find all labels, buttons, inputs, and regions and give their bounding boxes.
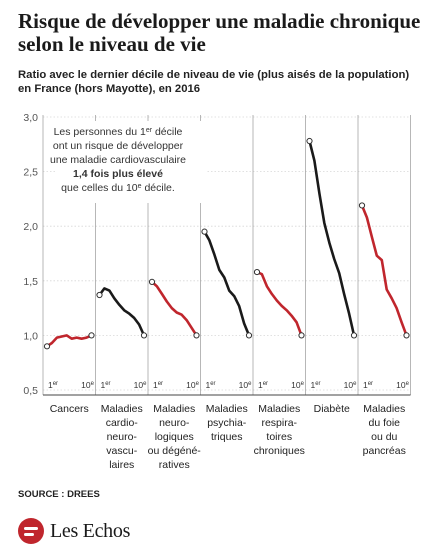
x-tick-label-last: 10e bbox=[291, 380, 304, 390]
subtitle-line-2: en France (hors Mayotte), en 2016 bbox=[18, 83, 201, 95]
x-tick-label-first: 1er bbox=[205, 380, 215, 390]
category-label: neuro- bbox=[107, 431, 138, 443]
category-label: ou dégéné- bbox=[148, 445, 202, 457]
x-tick-label-last: 10e bbox=[186, 380, 199, 390]
category-label: Maladies bbox=[153, 403, 195, 415]
x-tick-label-first: 1er bbox=[153, 380, 163, 390]
endpoint-marker bbox=[148, 278, 156, 285]
subtitle-line-1: Ratio avec le dernier décile de niveau d… bbox=[18, 69, 410, 81]
series-line bbox=[360, 204, 408, 337]
endpoint-marker bbox=[43, 343, 51, 350]
endpoint-marker bbox=[298, 332, 305, 339]
endpoint-marker bbox=[88, 332, 95, 339]
category-label: Maladies bbox=[363, 403, 405, 415]
y-tick-label: 1,5 bbox=[23, 276, 38, 288]
endpoint-marker bbox=[201, 228, 208, 235]
x-tick-label-last: 10e bbox=[134, 380, 147, 390]
category-label: Diabète bbox=[314, 403, 350, 415]
category-label: Maladies bbox=[258, 403, 300, 415]
endpoint-marker bbox=[245, 332, 253, 339]
annotation-background bbox=[56, 121, 206, 203]
annotation-text: que celles du 10e décile. bbox=[61, 182, 175, 194]
chart-subtitle: Ratio avec le dernier décile de niveau d… bbox=[18, 68, 438, 96]
series-line bbox=[255, 270, 303, 337]
category-label: ratives bbox=[159, 459, 190, 471]
category-label: Maladies bbox=[206, 403, 248, 415]
category-label: Cancers bbox=[50, 403, 89, 415]
logo-text: Les Echos bbox=[50, 519, 131, 542]
endpoint-marker bbox=[193, 332, 200, 339]
series-line bbox=[98, 287, 146, 337]
x-tick-label-last: 10e bbox=[239, 380, 252, 390]
endpoint-marker bbox=[306, 137, 313, 145]
annotation-text: ont un risque de développer bbox=[53, 140, 184, 152]
les-echos-logo-icon bbox=[18, 518, 44, 544]
x-tick-label-first: 1er bbox=[100, 380, 110, 390]
category-label: laires bbox=[109, 459, 134, 471]
x-tick-label-first: 1er bbox=[363, 380, 373, 390]
y-tick-label: 0,5 bbox=[23, 385, 38, 397]
x-tick-label-last: 10e bbox=[396, 380, 409, 390]
endpoint-marker bbox=[358, 202, 366, 209]
endpoint-marker bbox=[140, 332, 148, 339]
endpoint-marker bbox=[350, 332, 358, 339]
endpoint-marker bbox=[96, 291, 103, 299]
source-note: SOURCE : DREES bbox=[18, 489, 100, 500]
y-tick-label: 3,0 bbox=[23, 112, 38, 124]
y-tick-label: 2,0 bbox=[23, 221, 38, 233]
series-line bbox=[45, 334, 93, 348]
chart: 0,5 1,0 1,5 2,0 2,5 3,0 1er 10e Cancers 1er 10e Mal… bbox=[23, 112, 411, 471]
series-line bbox=[308, 139, 356, 337]
les-echos-logo: Les Echos bbox=[18, 518, 130, 544]
series-line bbox=[203, 230, 251, 337]
endpoint-marker bbox=[253, 268, 261, 276]
x-tick-label-last: 10e bbox=[81, 380, 94, 390]
category-label: toires bbox=[266, 431, 292, 443]
category-label: respira- bbox=[261, 417, 297, 429]
category-label: pancréas bbox=[363, 445, 406, 457]
category-label: vascu- bbox=[106, 445, 137, 457]
annotation-text: une maladie cardiovasculaire bbox=[50, 154, 186, 166]
category-label: triques bbox=[211, 431, 243, 443]
category-label: chroniques bbox=[254, 445, 305, 457]
x-tick-label-last: 10e bbox=[344, 380, 357, 390]
category-label: ou du bbox=[371, 431, 397, 443]
category-label: psychia- bbox=[207, 417, 247, 429]
category-label: cardio- bbox=[106, 417, 139, 429]
y-tick-label: 2,5 bbox=[23, 167, 38, 179]
chart-title: Risque de développer une maladie chroniq… bbox=[18, 9, 421, 56]
x-tick-label-first: 1er bbox=[258, 380, 268, 390]
endpoint-marker bbox=[403, 332, 410, 339]
annotation-text: Les personnes du 1er décile bbox=[54, 126, 183, 138]
category-label: neuro- bbox=[159, 417, 190, 429]
category-label: logiques bbox=[155, 431, 194, 443]
series-line bbox=[150, 280, 198, 337]
category-label: du foie bbox=[368, 417, 400, 429]
x-tick-label-first: 1er bbox=[310, 380, 320, 390]
y-tick-label: 1,0 bbox=[23, 330, 38, 342]
x-tick-label-first: 1er bbox=[48, 380, 58, 390]
category-label: Maladies bbox=[101, 403, 143, 415]
annotation-highlight: 1,4 fois plus élevé bbox=[73, 168, 163, 180]
